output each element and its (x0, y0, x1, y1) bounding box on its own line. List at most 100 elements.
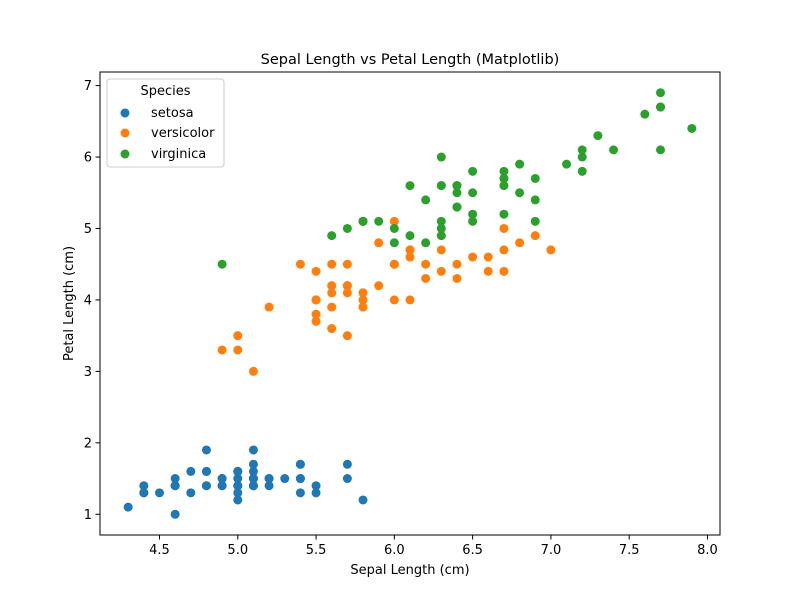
point-virginica (499, 181, 509, 191)
point-virginica (593, 131, 603, 141)
point-virginica (217, 259, 227, 269)
point-virginica (452, 188, 462, 198)
point-versicolor (374, 238, 384, 248)
point-versicolor (264, 302, 274, 312)
point-virginica (499, 166, 509, 176)
point-virginica (452, 181, 462, 191)
point-setosa (170, 474, 180, 484)
point-versicolor (436, 266, 446, 276)
legend-marker-virginica (120, 149, 130, 159)
point-versicolor (452, 273, 462, 283)
point-setosa (201, 481, 211, 491)
point-virginica (515, 188, 525, 198)
point-setosa (233, 488, 243, 498)
point-versicolor (217, 345, 227, 355)
point-versicolor (421, 259, 431, 269)
point-setosa (248, 474, 258, 484)
point-versicolor (342, 259, 352, 269)
point-versicolor (405, 245, 415, 255)
y-tick-label: 3 (84, 365, 92, 380)
point-virginica (530, 216, 540, 226)
point-virginica (421, 238, 431, 248)
y-tick-label: 7 (84, 79, 92, 94)
point-versicolor (233, 331, 243, 341)
point-setosa (233, 495, 243, 505)
point-virginica (436, 223, 446, 233)
points-layer (123, 88, 697, 519)
point-setosa (217, 474, 227, 484)
point-setosa (170, 481, 180, 491)
point-setosa (358, 495, 368, 505)
point-versicolor (233, 345, 243, 355)
point-virginica (499, 173, 509, 183)
point-versicolor (358, 302, 368, 312)
point-virginica (452, 202, 462, 212)
point-virginica (436, 181, 446, 191)
x-axis: 4.5 5.0 5.5 6.0 6.5 7.0 7.5 8.0 (149, 535, 718, 558)
point-versicolor (499, 245, 509, 255)
point-setosa (201, 466, 211, 476)
point-virginica (515, 159, 525, 169)
x-tick-label: 7.5 (619, 543, 640, 558)
point-virginica (389, 238, 399, 248)
point-versicolor (295, 259, 305, 269)
y-axis: 1 2 3 4 5 6 7 (84, 79, 100, 523)
point-virginica (436, 231, 446, 241)
point-setosa (295, 474, 305, 484)
point-virginica (577, 152, 587, 162)
x-tick-label: 8.0 (697, 543, 718, 558)
point-versicolor (436, 245, 446, 255)
point-setosa (264, 474, 274, 484)
point-virginica (468, 188, 478, 198)
point-versicolor (248, 366, 258, 376)
point-virginica (374, 216, 384, 226)
y-tick-label: 4 (84, 293, 92, 308)
point-setosa (280, 474, 290, 484)
x-tick-label: 5.5 (306, 543, 327, 558)
point-versicolor (311, 309, 321, 319)
point-versicolor (311, 316, 321, 326)
point-setosa (248, 466, 258, 476)
point-versicolor (327, 288, 337, 298)
point-setosa (201, 445, 211, 455)
legend-marker-setosa (120, 108, 130, 118)
point-virginica (530, 173, 540, 183)
point-setosa (342, 474, 352, 484)
point-virginica (436, 216, 446, 226)
legend-marker-versicolor (120, 128, 130, 138)
point-versicolor (342, 288, 352, 298)
point-virginica (468, 216, 478, 226)
legend-entry-setosa: setosa (151, 106, 194, 121)
point-versicolor (389, 259, 399, 269)
point-virginica (436, 152, 446, 162)
point-virginica (358, 216, 368, 226)
point-virginica (530, 195, 540, 205)
point-virginica (499, 209, 509, 219)
legend-entry-versicolor: versicolor (151, 126, 215, 141)
point-setosa (342, 459, 352, 469)
point-versicolor (327, 259, 337, 269)
y-tick-label: 5 (84, 222, 92, 237)
point-versicolor (452, 259, 462, 269)
point-virginica (468, 209, 478, 219)
point-versicolor (358, 295, 368, 305)
point-virginica (405, 181, 415, 191)
point-virginica (389, 223, 399, 233)
legend-entry-virginica: virginica (151, 147, 206, 162)
point-virginica (405, 231, 415, 241)
point-setosa (170, 509, 180, 519)
point-versicolor (405, 295, 415, 305)
point-versicolor (499, 223, 509, 233)
point-versicolor (483, 252, 493, 262)
point-versicolor (389, 295, 399, 305)
point-versicolor (342, 281, 352, 291)
point-versicolor (530, 231, 540, 241)
point-setosa (311, 481, 321, 491)
y-tick-label: 6 (84, 151, 92, 166)
point-virginica (687, 123, 697, 133)
point-virginica (327, 231, 337, 241)
point-versicolor (342, 331, 352, 341)
point-versicolor (327, 302, 337, 312)
point-versicolor (468, 252, 478, 262)
x-tick-label: 6.5 (462, 543, 483, 558)
